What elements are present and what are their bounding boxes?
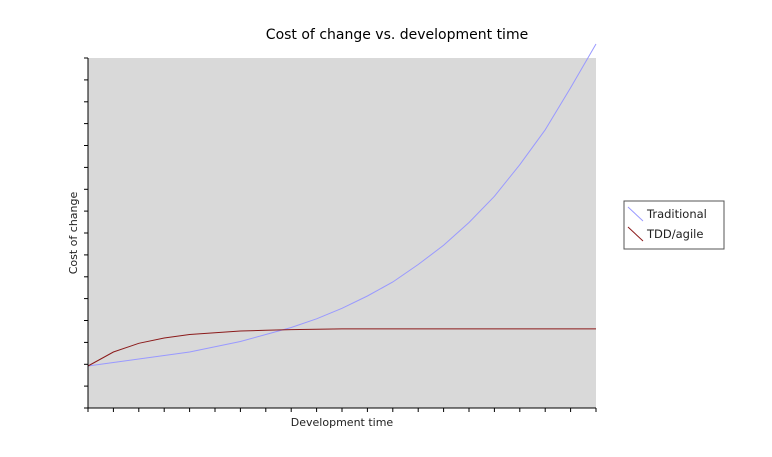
legend-box	[623, 200, 725, 250]
x-ticks	[87, 408, 597, 412]
series-line-tdd-agile	[87, 328, 596, 367]
y-ticks	[84, 57, 88, 409]
y-axis-label: Cost of change	[67, 192, 80, 275]
series-line-traditional	[87, 43, 597, 367]
x-axis-label: Development time	[291, 416, 394, 429]
legend-label-traditional: Traditional	[646, 207, 707, 221]
legend-swatch-tdd-agile	[627, 226, 644, 242]
legend: Traditional TDD/agile	[623, 200, 725, 250]
plot-area	[88, 58, 596, 408]
legend-swatch-traditional	[627, 206, 644, 222]
legend-label-tdd-agile: TDD/agile	[646, 227, 703, 241]
chart-title: Cost of change vs. development time	[266, 27, 528, 43]
series-layer	[87, 43, 597, 367]
